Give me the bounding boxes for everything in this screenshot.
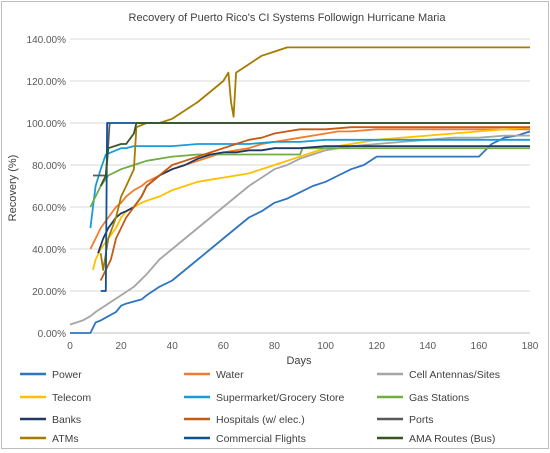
series-line-5 bbox=[89, 147, 530, 208]
x-tick-label: 140 bbox=[419, 341, 436, 352]
x-tick-label: 40 bbox=[167, 341, 179, 352]
x-tick-label: 20 bbox=[116, 341, 128, 352]
series-line-9 bbox=[99, 46, 530, 271]
legend-label: Gas Stations bbox=[409, 392, 469, 404]
legend: Power Water Cell Antennas/Sites Telecom Supe… bbox=[20, 369, 500, 445]
y-tick-label: 0.00% bbox=[38, 329, 66, 340]
y-tick-label: 140.00% bbox=[27, 35, 67, 46]
legend-label: Banks bbox=[52, 414, 81, 426]
chart-title: Recovery of Puerto Rico's CI Systems Fol… bbox=[129, 12, 447, 24]
legend-label: Supermarket/Grocery Store bbox=[216, 392, 345, 404]
series-line-0 bbox=[70, 130, 531, 334]
series-lines bbox=[69, 46, 531, 334]
y-tick-label: 20.00% bbox=[32, 287, 66, 298]
y-tick-label: 120.00% bbox=[27, 77, 67, 88]
series-line-1 bbox=[89, 128, 530, 250]
chart: Recovery of Puerto Rico's CI Systems Fol… bbox=[7, 12, 539, 445]
x-tick-label: 120 bbox=[368, 341, 385, 352]
y-tick-label: 100.00% bbox=[27, 119, 67, 130]
x-tick-label: 100 bbox=[317, 341, 334, 352]
legend-label: Telecom bbox=[52, 392, 91, 404]
series-line-11 bbox=[99, 122, 530, 187]
legend-label: Cell Antennas/Sites bbox=[409, 369, 500, 381]
y-axis-label: Recovery (%) bbox=[7, 155, 19, 222]
series-line-7 bbox=[99, 126, 530, 281]
y-tick-labels: 0.00% 20.00% 40.00% 60.00% 80.00% 100.00% 120.… bbox=[27, 35, 67, 340]
x-tick-label: 0 bbox=[67, 341, 73, 352]
legend-label: Hospitals (w/ elec.) bbox=[216, 414, 305, 426]
x-tick-labels: 0 20 40 60 80 100 120 140 160 180 bbox=[67, 341, 539, 352]
x-axis-label: Days bbox=[286, 355, 312, 367]
x-tick-label: 60 bbox=[218, 341, 230, 352]
legend-label: AMA Routes (Bus) bbox=[409, 433, 495, 445]
x-tick-label: 160 bbox=[471, 341, 488, 352]
x-tick-label: 80 bbox=[269, 341, 281, 352]
legend-label: ATMs bbox=[52, 433, 79, 445]
series-line-3 bbox=[92, 126, 531, 271]
legend-label: Ports bbox=[409, 414, 434, 426]
series-line-6 bbox=[97, 145, 530, 254]
gridlines bbox=[70, 38, 530, 292]
legend-label: Commercial Flights bbox=[216, 433, 306, 445]
x-tick-label: 180 bbox=[522, 341, 539, 352]
series-line-2 bbox=[69, 134, 530, 326]
y-tick-label: 60.00% bbox=[32, 203, 66, 214]
y-tick-label: 40.00% bbox=[32, 245, 66, 256]
legend-label: Water bbox=[216, 369, 244, 381]
legend-label: Power bbox=[52, 369, 82, 381]
y-tick-label: 80.00% bbox=[32, 161, 66, 172]
